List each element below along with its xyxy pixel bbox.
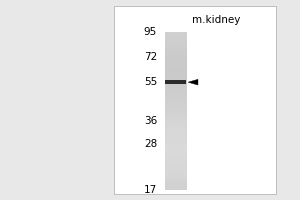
Bar (164, 36, 187, 40)
Bar (164, 174, 187, 178)
Bar (164, 186, 187, 190)
Text: 55: 55 (144, 77, 157, 87)
Bar (164, 75, 187, 79)
Bar (164, 158, 187, 162)
Polygon shape (188, 79, 198, 85)
Bar (164, 40, 187, 44)
Text: 28: 28 (144, 139, 157, 149)
Bar (164, 182, 187, 186)
Bar (164, 72, 187, 75)
Bar (164, 32, 187, 36)
Bar (164, 111, 187, 115)
Bar (164, 150, 187, 154)
Bar (164, 52, 187, 56)
Bar (164, 139, 187, 143)
Bar (164, 99, 187, 103)
Bar (164, 44, 187, 48)
Bar (164, 166, 187, 170)
Text: 36: 36 (144, 116, 157, 126)
Text: 95: 95 (144, 27, 157, 37)
Bar (164, 147, 187, 150)
Bar (165, 80, 186, 84)
Text: 72: 72 (144, 52, 157, 62)
Bar (164, 32, 187, 190)
Bar (164, 91, 187, 95)
Text: 17: 17 (144, 185, 157, 195)
Bar (164, 127, 187, 131)
Bar (114, 6, 276, 194)
Bar (164, 162, 187, 166)
Bar (164, 178, 187, 182)
Bar (164, 123, 187, 127)
Bar (164, 56, 187, 60)
Bar (164, 79, 187, 83)
Bar (164, 64, 187, 68)
Bar (164, 103, 187, 107)
Bar (164, 143, 187, 147)
Text: m.kidney: m.kidney (192, 15, 240, 25)
Bar (164, 95, 187, 99)
Bar (164, 119, 187, 123)
Bar (164, 131, 187, 135)
Bar (164, 68, 187, 72)
Bar (164, 87, 187, 91)
Bar (164, 48, 187, 52)
Bar (164, 83, 187, 87)
Bar (164, 60, 187, 64)
Bar (164, 115, 187, 119)
Bar (164, 135, 187, 139)
Bar (164, 154, 187, 158)
Bar (164, 170, 187, 174)
Bar (164, 107, 187, 111)
